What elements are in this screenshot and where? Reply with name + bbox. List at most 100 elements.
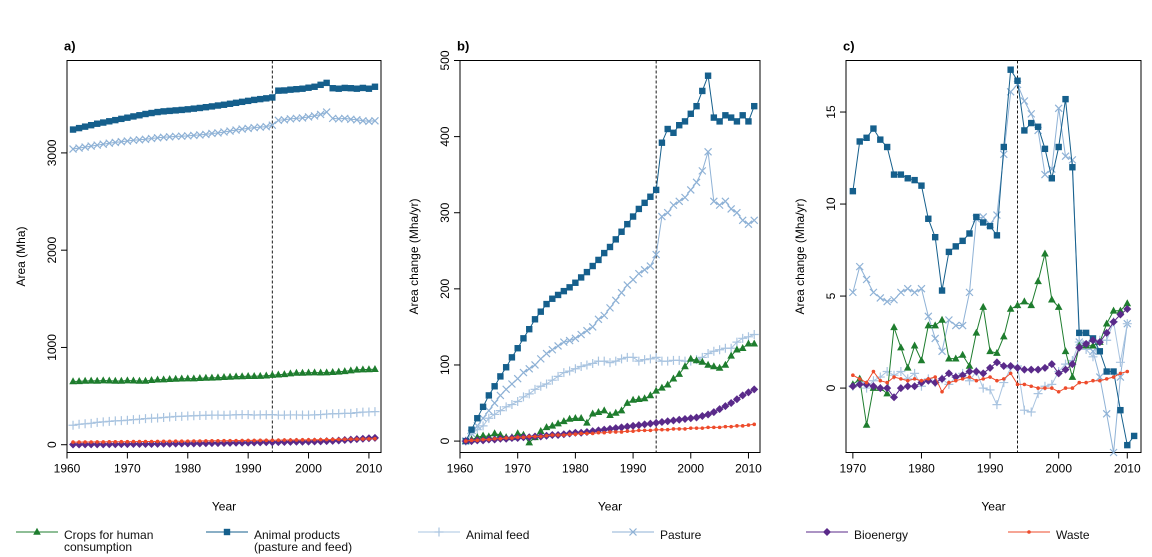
data-point-animal bbox=[257, 95, 264, 103]
data-point-feed bbox=[738, 333, 748, 343]
data-point-pasture bbox=[75, 144, 84, 152]
data-point-pasture bbox=[214, 129, 222, 137]
data-point-crops bbox=[1109, 306, 1118, 314]
data-point-feed bbox=[68, 420, 78, 430]
series-animal bbox=[462, 72, 758, 445]
data-point-animal bbox=[100, 119, 107, 126]
data-point-feed bbox=[651, 352, 661, 362]
data-point-waste bbox=[864, 380, 869, 385]
data-point-waste bbox=[469, 438, 474, 443]
data-point-crops bbox=[256, 371, 265, 379]
data-point-feed bbox=[370, 407, 380, 417]
data-point-animal bbox=[1062, 95, 1069, 103]
legend-swatch-bio bbox=[806, 528, 848, 536]
data-point-waste bbox=[851, 373, 855, 378]
data-point-crops bbox=[571, 414, 580, 422]
data-point-crops bbox=[334, 367, 343, 375]
data-point-pasture bbox=[1027, 109, 1036, 118]
data-point-bio bbox=[848, 382, 857, 391]
data-point-crops bbox=[111, 376, 120, 384]
x-tick-label: 1980 bbox=[174, 462, 201, 476]
data-point-animal bbox=[474, 415, 481, 422]
data-point-crops bbox=[1006, 304, 1015, 312]
plot-frame bbox=[459, 60, 761, 453]
data-point-pasture bbox=[944, 316, 953, 324]
legend-label-animal: Animal products (pasture and feed) bbox=[254, 528, 353, 554]
chart-legend: Crops for human consumption Animal produ… bbox=[0, 502, 1152, 557]
data-point-waste bbox=[631, 429, 635, 433]
data-point-animal bbox=[1028, 119, 1035, 127]
data-point-crops bbox=[910, 341, 919, 349]
data-point-bio bbox=[1040, 363, 1049, 372]
data-point-animal bbox=[250, 96, 258, 104]
data-point-bio bbox=[681, 415, 689, 424]
y-tick-label: 200 bbox=[438, 279, 452, 299]
data-point-bio bbox=[944, 369, 953, 378]
data-point-animal bbox=[966, 230, 973, 237]
data-point-crops bbox=[536, 426, 545, 434]
data-point-bio bbox=[972, 367, 981, 376]
data-point-animal bbox=[1069, 164, 1076, 171]
data-point-bio bbox=[1020, 365, 1029, 374]
data-point-crops bbox=[153, 375, 162, 383]
data-point-animal bbox=[1103, 368, 1110, 375]
data-point-waste bbox=[89, 440, 93, 444]
data-point-waste bbox=[579, 431, 583, 436]
data-point-animal bbox=[87, 121, 95, 129]
data-point-pasture bbox=[280, 115, 289, 124]
data-point-crops bbox=[496, 430, 505, 438]
data-point-waste bbox=[367, 437, 371, 441]
data-point-feed bbox=[542, 379, 552, 389]
data-point-animal bbox=[497, 373, 504, 380]
data-point-pasture bbox=[698, 166, 707, 175]
data-point-pasture bbox=[559, 338, 568, 347]
data-point-pasture bbox=[525, 364, 534, 373]
data-point-animal bbox=[1117, 406, 1124, 414]
series-line-animal bbox=[852, 68, 1135, 447]
data-point-crops bbox=[238, 372, 246, 380]
data-point-animal bbox=[220, 101, 228, 108]
data-point-animal bbox=[1014, 77, 1021, 84]
data-point-waste bbox=[1077, 380, 1082, 385]
data-point-feed bbox=[992, 400, 1002, 410]
data-point-animal bbox=[479, 403, 487, 411]
data-point-crops bbox=[862, 420, 871, 428]
data-point-crops bbox=[611, 408, 620, 416]
data-point-feed bbox=[478, 421, 488, 431]
data-point-waste bbox=[1125, 369, 1130, 374]
data-point-waste bbox=[504, 436, 508, 440]
data-point-animal bbox=[629, 213, 637, 220]
data-point-animal bbox=[347, 85, 355, 92]
x-tick-label: 2000 bbox=[677, 462, 704, 476]
data-point-waste bbox=[192, 439, 196, 443]
data-point-animal bbox=[572, 279, 579, 286]
data-point-animal bbox=[897, 171, 905, 178]
data-point-animal bbox=[1124, 441, 1131, 449]
data-point-bio bbox=[709, 408, 718, 417]
data-point-waste bbox=[590, 431, 595, 436]
data-point-bio bbox=[1123, 304, 1132, 313]
data-point-animal bbox=[166, 107, 173, 115]
data-point-feed bbox=[634, 356, 644, 366]
data-point-pasture bbox=[171, 132, 180, 141]
data-point-pasture bbox=[496, 391, 505, 400]
data-point-pasture bbox=[99, 140, 108, 149]
data-point-crops bbox=[583, 418, 591, 426]
data-point-crops bbox=[165, 375, 174, 383]
data-point-pasture bbox=[93, 141, 102, 150]
data-point-crops bbox=[183, 374, 192, 382]
data-point-waste bbox=[258, 438, 263, 443]
data-point-waste bbox=[660, 427, 664, 432]
data-point-feed bbox=[565, 366, 575, 376]
data-point-bio bbox=[663, 417, 672, 426]
data-point-animal bbox=[1076, 329, 1083, 337]
data-point-waste bbox=[107, 440, 112, 444]
data-point-waste bbox=[947, 380, 951, 385]
y-tick-label: 5 bbox=[824, 292, 838, 299]
data-point-waste bbox=[101, 440, 106, 444]
data-point-animal bbox=[190, 105, 198, 112]
data-point-waste bbox=[740, 424, 745, 428]
data-point-animal bbox=[353, 85, 361, 92]
data-point-crops bbox=[635, 395, 643, 403]
data-point-pasture bbox=[1109, 448, 1118, 457]
